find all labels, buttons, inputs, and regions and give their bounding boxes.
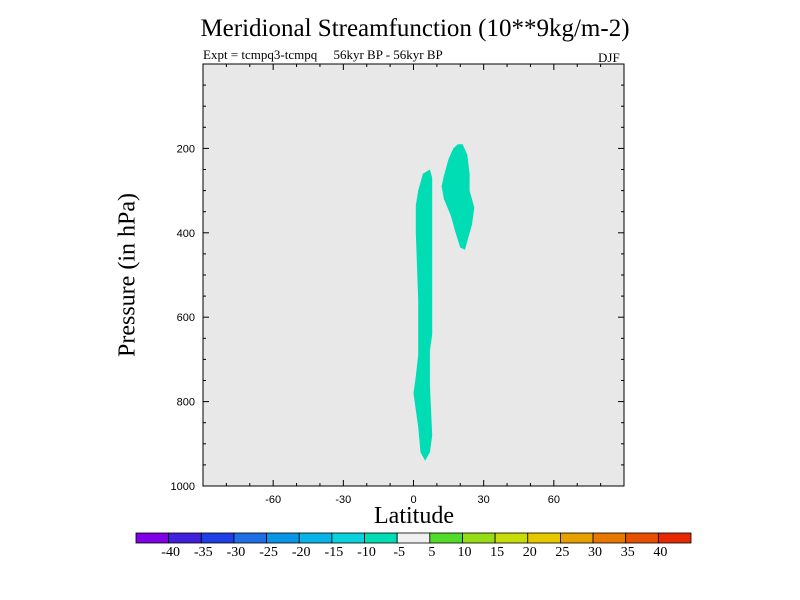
contour-region-0	[413, 169, 433, 461]
y-tick-label: 400	[177, 228, 195, 240]
colorbar-cell	[462, 532, 496, 544]
colorbar-cell	[396, 532, 431, 544]
colorbar-cell	[592, 532, 627, 544]
colorbar-label: 20	[522, 545, 537, 560]
colorbar-label: 25	[555, 545, 570, 560]
colorbar-label: -25	[259, 545, 278, 560]
colorbar-label: 35	[620, 545, 635, 560]
colorbar-cell	[364, 532, 398, 544]
colorbar-cell	[657, 532, 692, 544]
contour-region-1	[441, 144, 475, 250]
x-tick-label: 0	[410, 494, 416, 506]
x-tick-label: -30	[335, 494, 351, 506]
colorbar-label: 15	[490, 545, 505, 560]
colorbar-label: -20	[291, 545, 311, 560]
chart-title: Meridional Streamfunction (10**9kg/m-2)	[200, 15, 630, 42]
y-tick-label: 600	[177, 312, 195, 324]
colorbar-label: -10	[357, 545, 376, 560]
colorbar-cell	[494, 532, 529, 544]
colorbar-cell	[527, 532, 561, 544]
x-axis-label: Latitude	[374, 503, 454, 529]
colorbar-label: -35	[193, 545, 213, 560]
y-tick-label: 800	[177, 397, 195, 409]
colorbar-cell	[266, 532, 300, 544]
chart-subtitle: Expt = tcmpq3-tcmpq 56kyr BP - 56kyr BP	[203, 47, 443, 62]
season-label: DJF	[598, 50, 620, 65]
colorbar-label: 30	[588, 545, 603, 560]
plot-area	[203, 64, 624, 486]
y-tick-label: 1000	[171, 481, 195, 493]
colorbar-label: 5	[428, 545, 436, 560]
colorbar-cell	[298, 532, 333, 544]
colorbar-label: -40	[161, 545, 180, 560]
colorbar-label: -15	[324, 545, 344, 560]
colorbar-cell	[135, 532, 170, 544]
x-tick-label: 30	[478, 494, 490, 506]
colorbar-cell	[560, 532, 594, 544]
colorbar-cell	[168, 532, 202, 544]
colorbar-cell	[625, 532, 659, 544]
colorbar-cell	[429, 532, 463, 544]
colorbar-label: -5	[393, 545, 406, 560]
x-tick-label: 60	[548, 494, 560, 506]
x-tick-label: -60	[265, 494, 281, 506]
colorbar-label: 10	[457, 545, 472, 560]
colorbar-cell	[200, 532, 235, 544]
colorbar-label: 40	[653, 545, 668, 560]
colorbar-cell	[233, 532, 267, 544]
colorbar-label: -30	[226, 545, 246, 560]
y-tick-label: 200	[177, 143, 195, 155]
colorbar-cell	[331, 532, 365, 544]
